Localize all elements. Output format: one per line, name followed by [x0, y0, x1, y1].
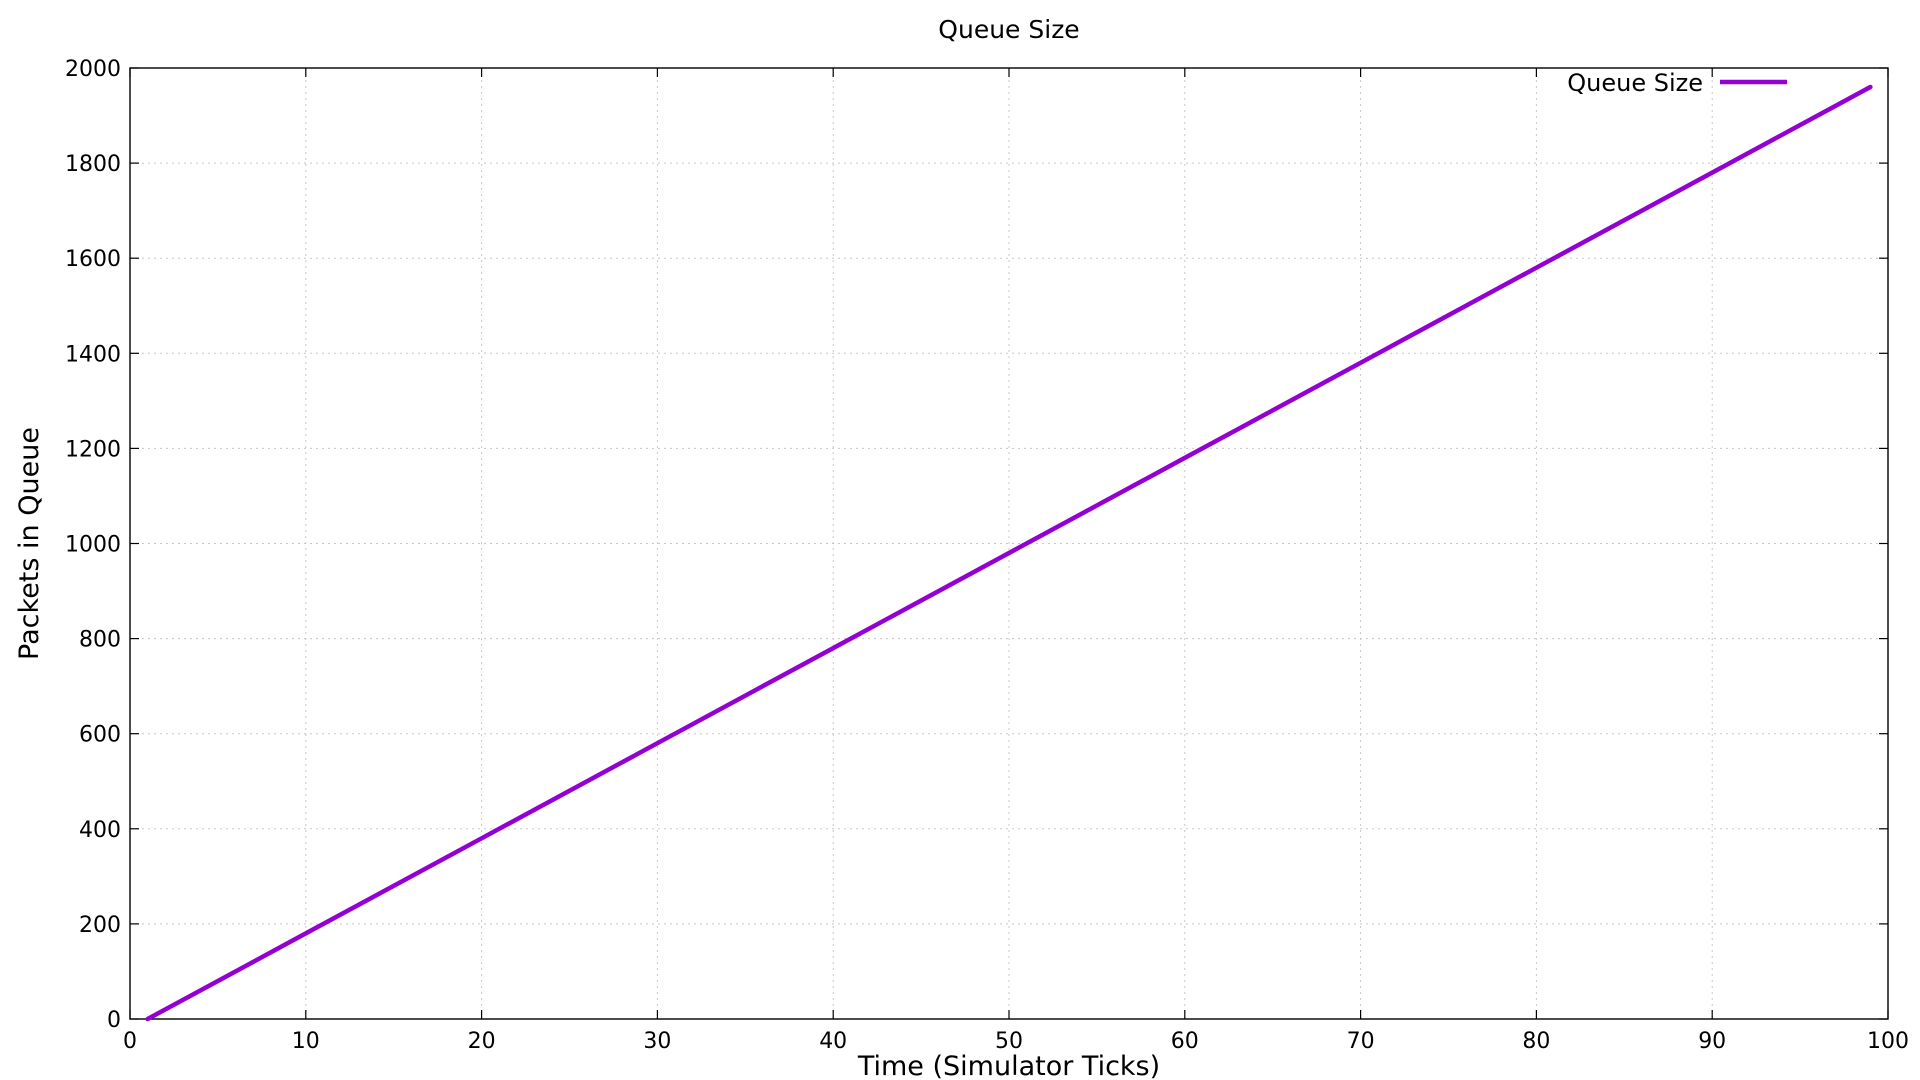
series-line: [145, 84, 1873, 1022]
series-layer: [145, 84, 1873, 1022]
y-tick-label: 1600: [65, 247, 121, 272]
x-tick-label: 90: [1698, 1029, 1726, 1054]
y-tick-label: 1800: [65, 152, 121, 177]
y-tick-labels: 0 200 400 600 800 1000 1200 1400 1600 1800 2000: [65, 57, 121, 1033]
x-axis-title: Time (Simulator Ticks): [857, 1051, 1160, 1080]
x-tick-label: 50: [995, 1029, 1023, 1054]
x-tick-label: 60: [1171, 1029, 1199, 1054]
legend-label: Queue Size: [1567, 69, 1703, 97]
x-tick-label: 100: [1867, 1029, 1909, 1054]
x-tick-label: 0: [123, 1029, 137, 1054]
y-tick-label: 600: [79, 723, 121, 748]
y-tick-label: 0: [107, 1008, 121, 1033]
x-tick-label: 30: [643, 1029, 671, 1054]
grid: [130, 68, 1888, 1019]
x-tick-label: 80: [1522, 1029, 1550, 1054]
y-tick-label: 1400: [65, 342, 121, 367]
y-tick-label: 2000: [65, 57, 121, 82]
y-axis-title: Packets in Queue: [14, 427, 45, 660]
y-tick-label: 1200: [65, 437, 121, 462]
x-tick-label: 40: [819, 1029, 847, 1054]
y-tick-label: 800: [79, 628, 121, 653]
axis-ticks: [129, 67, 1889, 1020]
x-tick-label: 20: [468, 1029, 496, 1054]
x-tick-label: 10: [292, 1029, 320, 1054]
y-tick-label: 400: [79, 818, 121, 843]
chart-title: Queue Size: [938, 15, 1079, 44]
x-tick-labels: 0 10 20 30 40 50 60 70 80 90 100: [123, 1029, 1909, 1054]
x-tick-label: 70: [1347, 1029, 1375, 1054]
plot-frame: [129, 67, 1889, 1020]
y-tick-label: 1000: [65, 533, 121, 558]
legend: Queue Size: [1567, 69, 1787, 97]
y-tick-label: 200: [79, 913, 121, 938]
